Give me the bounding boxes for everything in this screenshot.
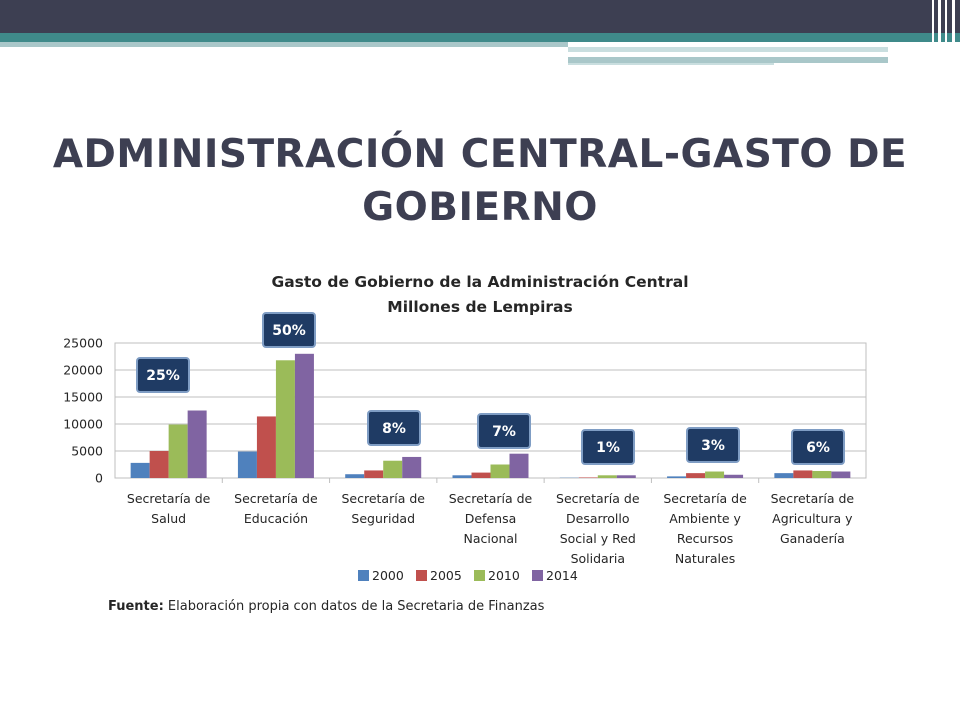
header-stripe <box>568 57 888 63</box>
percent-callout-box <box>367 410 421 446</box>
bar <box>812 470 832 478</box>
header-stripe <box>568 47 888 52</box>
slide-title-line1: ADMINISTRACIÓN CENTRAL-GASTO DE <box>52 132 908 177</box>
percent-callout-label: 8% <box>382 421 406 437</box>
percent-callout-label: 25% <box>146 368 180 384</box>
bar <box>149 451 169 478</box>
header-bar <box>0 0 960 33</box>
source-note: Fuente: Elaboración propia con datos de … <box>108 599 544 614</box>
bar <box>402 456 422 478</box>
bar <box>774 473 794 478</box>
bar <box>168 424 188 478</box>
percent-callout-box <box>136 357 190 393</box>
y-tick-label: 15000 <box>63 390 103 405</box>
bar <box>686 473 706 478</box>
x-tick-label: Secretaría de Defensa Nacional <box>449 491 533 546</box>
y-tick-label: 20000 <box>63 363 103 378</box>
header-vertical-lines <box>928 0 960 66</box>
percent-callout-box <box>262 312 316 348</box>
source-label: Fuente: <box>108 599 164 614</box>
bar <box>364 470 384 478</box>
bar <box>705 471 725 478</box>
bar <box>471 472 491 478</box>
slide-title: ADMINISTRACIÓN CENTRAL-GASTO DE GOBIERNO <box>40 128 920 234</box>
percent-callout-label: 50% <box>272 323 306 339</box>
bar <box>130 462 150 478</box>
percent-callout-label: 6% <box>806 440 830 456</box>
bar <box>793 470 813 478</box>
x-tick-label: Secretaría de Agricultura y Ganadería <box>771 491 855 546</box>
bar <box>452 475 472 478</box>
legend-swatch <box>416 570 427 581</box>
bar <box>667 476 687 478</box>
chart-title: Gasto de Gobierno de la Administración C… <box>230 270 730 320</box>
x-tick-label: Secretaría de Salud <box>127 491 211 526</box>
bar <box>831 471 851 478</box>
legend-label: 2014 <box>546 568 578 583</box>
legend-swatch <box>474 570 485 581</box>
legend-swatch <box>358 570 369 581</box>
y-tick-label: 10000 <box>63 417 103 432</box>
bar <box>597 475 617 478</box>
y-tick-label: 25000 <box>63 336 103 351</box>
percent-callout-label: 3% <box>701 438 725 454</box>
x-tick-label: Secretaría de Seguridad <box>341 491 425 526</box>
y-tick-label: 0 <box>95 471 103 486</box>
bar <box>724 474 744 478</box>
percent-callout-box <box>581 429 635 465</box>
x-tick-label: Secretaría de Ambiente y Recursos Naturales <box>663 491 747 566</box>
legend-swatch <box>532 570 543 581</box>
plot-area <box>114 342 867 479</box>
slide-title-line2: GOBIERNO <box>362 185 598 230</box>
bar <box>490 464 510 478</box>
percent-callout-label: 1% <box>596 440 620 456</box>
bar <box>256 416 276 478</box>
bar <box>509 453 529 478</box>
bar <box>578 477 598 478</box>
chart-subtitle: Millones de Lempiras <box>387 298 573 316</box>
legend-label: 2010 <box>488 568 520 583</box>
bar <box>383 460 403 478</box>
x-tick-label: Secretaría de Educación <box>234 491 318 526</box>
bar <box>345 474 365 478</box>
bar <box>187 410 207 478</box>
percent-callout-box <box>477 413 531 449</box>
bar <box>616 475 636 478</box>
bar <box>294 353 314 478</box>
bar <box>237 451 257 478</box>
percent-callout-label: 7% <box>492 424 516 440</box>
x-tick-label: Secretaría de Desarrollo Social y Red Solid… <box>556 491 640 566</box>
header-stripe <box>0 42 568 47</box>
chart-title-main: Gasto de Gobierno de la Administración C… <box>271 273 689 291</box>
bar <box>275 360 295 478</box>
legend-label: 2000 <box>372 568 404 583</box>
percent-callout-box <box>686 427 740 463</box>
header-stripe <box>568 63 774 65</box>
header-accent-bar <box>0 33 960 42</box>
percent-callout-box <box>791 429 845 465</box>
legend-label: 2005 <box>430 568 462 583</box>
y-tick-label: 5000 <box>71 444 103 459</box>
source-text: Elaboración propia con datos de la Secre… <box>163 599 545 614</box>
